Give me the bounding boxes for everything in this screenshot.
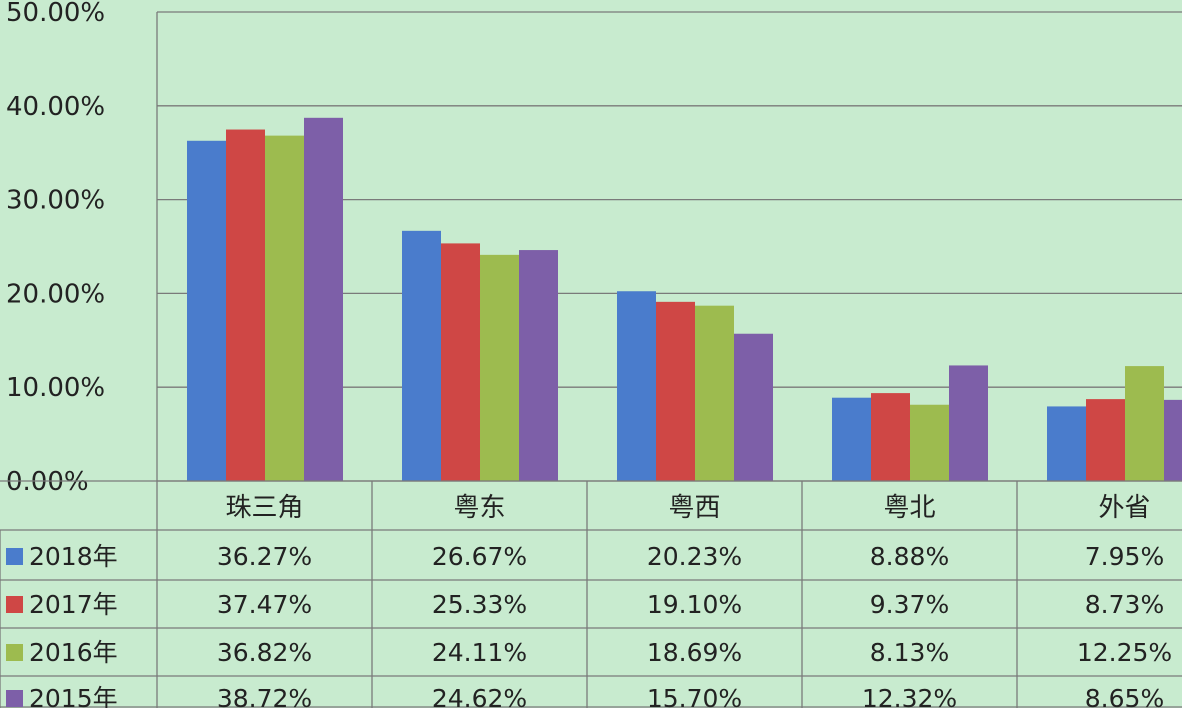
data-label: 15.70% — [647, 684, 742, 708]
data-label: 8.88% — [870, 542, 949, 571]
bar-2-2 — [695, 305, 734, 481]
y-tick-label: 20.00% — [6, 279, 105, 309]
legend-label: 2017年 — [29, 590, 118, 619]
data-label: 8.73% — [1085, 590, 1164, 619]
bar-2-1 — [656, 301, 695, 481]
legend-label: 2018年 — [29, 542, 118, 571]
legend-swatch — [6, 644, 23, 661]
legend-swatch — [6, 548, 23, 565]
data-label: 26.67% — [432, 542, 527, 571]
bar-1-2 — [480, 254, 519, 481]
bar-1-0 — [402, 230, 441, 481]
legend-label: 2016年 — [29, 638, 118, 667]
y-tick-label: 30.00% — [6, 186, 105, 216]
legend-label: 2015年 — [29, 684, 118, 708]
data-label: 25.33% — [432, 590, 527, 619]
data-table: 珠三角 粤东 粤西 粤北 外省 2018年 36.27% 26.67% 20.23% 8.88% 7… — [0, 480, 1182, 708]
bar-1-3 — [519, 250, 558, 481]
bar-0-2 — [265, 135, 304, 481]
bar-1-1 — [441, 243, 480, 481]
data-label: 8.65% — [1085, 684, 1164, 708]
bar-4-1 — [1086, 399, 1125, 481]
category-label: 粤北 — [883, 493, 935, 523]
legend-swatch — [6, 596, 23, 613]
data-label: 18.69% — [647, 638, 742, 667]
bar-0-3 — [304, 117, 343, 481]
category-label: 外省 — [1098, 493, 1150, 523]
bars — [187, 117, 1182, 481]
bar-0-0 — [187, 140, 226, 481]
bar-3-1 — [871, 393, 910, 481]
data-label: 36.27% — [217, 542, 312, 571]
data-label: 20.23% — [647, 542, 742, 571]
data-label: 12.32% — [862, 684, 957, 708]
y-tick-label: 50.00% — [6, 0, 105, 28]
data-label: 38.72% — [217, 684, 312, 708]
data-label: 37.47% — [217, 590, 312, 619]
bar-0-1 — [226, 129, 265, 481]
bar-2-0 — [617, 291, 656, 481]
data-label: 8.13% — [870, 638, 949, 667]
legend-swatch — [6, 690, 23, 707]
bar-3-2 — [910, 404, 949, 481]
category-label: 粤东 — [453, 493, 505, 523]
data-label: 9.37% — [870, 590, 949, 619]
data-label: 24.62% — [432, 684, 527, 708]
bar-3-3 — [949, 365, 988, 481]
y-tick-label: 40.00% — [6, 92, 105, 122]
bar-3-0 — [832, 397, 871, 481]
y-tick-label: 10.00% — [6, 373, 105, 403]
data-label: 36.82% — [217, 638, 312, 667]
bar-4-0 — [1047, 406, 1086, 481]
y-tick-label: 0.00% — [6, 467, 89, 497]
bar-4-3 — [1164, 399, 1182, 481]
data-label: 12.25% — [1077, 638, 1172, 667]
data-label: 7.95% — [1085, 542, 1164, 571]
data-label: 24.11% — [432, 638, 527, 667]
bar-4-2 — [1125, 366, 1164, 481]
bar-2-3 — [734, 333, 773, 481]
y-axis-ticks: 0.00% 10.00% 20.00% 30.00% 40.00% 50.00% — [6, 0, 105, 497]
category-label: 粤西 — [668, 493, 720, 523]
category-label: 珠三角 — [225, 493, 303, 523]
data-label: 19.10% — [647, 590, 742, 619]
